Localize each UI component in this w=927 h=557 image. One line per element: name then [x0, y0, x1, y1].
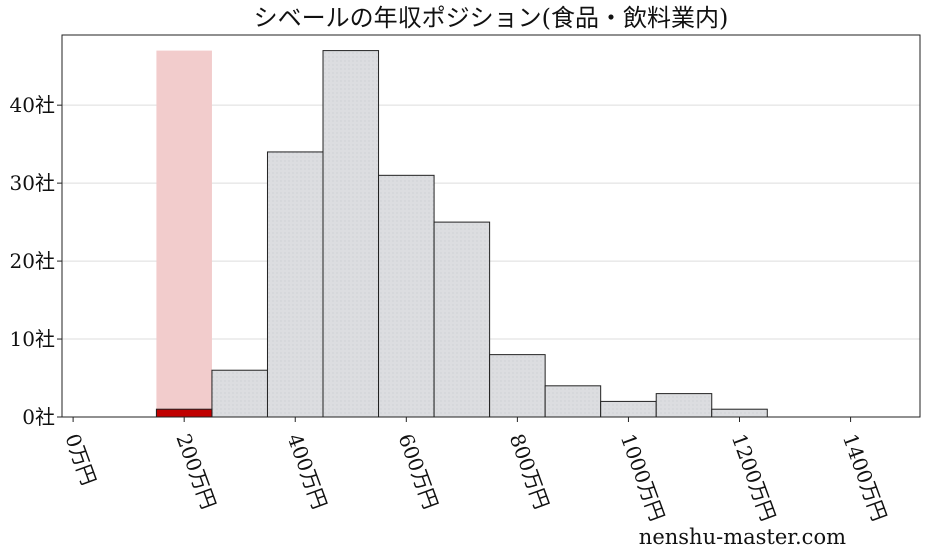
histogram-bar [544, 385, 602, 418]
histogram-bar [322, 50, 380, 418]
x-axis-ticks: 0万円 200万円 400万円 600万円 800万円 1000万円 1200万円 1400万… [60, 417, 892, 525]
y-tick-label: 40社 [10, 93, 55, 117]
x-tick-label: 1000万円 [616, 431, 670, 525]
bars [155, 50, 768, 418]
chart-title: シベールの年収ポジション(食品・飲料業内) [254, 4, 729, 32]
x-tick-label: 800万円 [505, 431, 554, 513]
y-axis-ticks: 0社 10社 20社 30社 40社 [10, 93, 62, 429]
histogram-bar [266, 151, 324, 418]
x-tick-label: 400万円 [283, 431, 332, 513]
y-tick-label: 0社 [22, 405, 55, 429]
watermark-text: nenshu-master.com [639, 525, 846, 549]
highlight-band [156, 50, 212, 418]
x-tick-label: 1400万円 [838, 431, 892, 525]
histogram-bar [211, 369, 268, 418]
highlight-bar [155, 408, 213, 418]
y-tick-label: 10社 [10, 327, 55, 351]
histogram-bar [655, 393, 713, 418]
plot-frame [61, 34, 921, 418]
highlight-band-layer [156, 50, 212, 418]
x-tick-label: 0万円 [60, 431, 101, 489]
x-tick-label: 600万円 [394, 431, 443, 513]
histogram-bar [378, 174, 435, 418]
y-tick-label: 30社 [10, 171, 55, 195]
histogram-bar [489, 354, 546, 418]
histogram-bar [711, 408, 768, 418]
x-tick-label: 1200万円 [727, 431, 781, 525]
y-tick-label: 20社 [10, 249, 55, 273]
x-tick-label: 200万円 [171, 431, 220, 513]
histogram-bar [433, 221, 491, 418]
histogram-bar [600, 400, 657, 418]
